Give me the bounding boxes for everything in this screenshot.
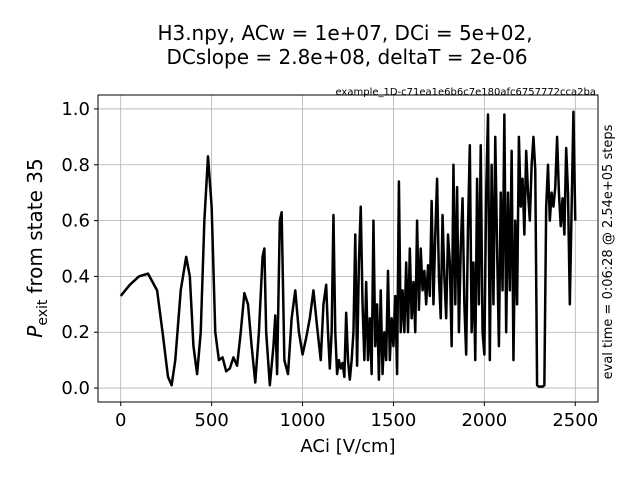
x-tick-label: 2000 (461, 410, 507, 431)
x-tick-label: 1500 (371, 410, 417, 431)
right-label: eval time = 0:06:28 @ 2.54e+05 steps (601, 124, 616, 379)
data-line (119, 110, 577, 388)
annotation: example_1D-c71ea1e6b6c7e180afc6757772cca… (335, 87, 596, 98)
x-tick-label: 1000 (280, 410, 326, 431)
y-axis-label: Pexit from state 35 (23, 158, 51, 337)
chart-title: DCslope = 2.8e+08, deltaT = 2e-06 (166, 45, 527, 69)
x-tick-label: 2500 (552, 410, 598, 431)
x-axis-label: ACi [V/cm] (300, 436, 395, 457)
y-label-symbol: P (23, 325, 47, 338)
y-label-text: from state 35 (23, 158, 47, 293)
y-tick-label: 0.6 (61, 211, 90, 232)
y-tick-label: 0.0 (61, 378, 90, 399)
y-tick-label: 0.8 (61, 155, 90, 176)
y-tick-label: 1.0 (61, 99, 90, 120)
y-tick-label: 0.4 (61, 266, 90, 287)
plot-frame (97, 94, 599, 403)
x-tick-label: 500 (194, 410, 228, 431)
x-tick-label: 0 (115, 410, 126, 431)
y-tick-label: 0.2 (61, 322, 90, 343)
chart-title: H3.npy, ACw = 1e+07, DCi = 5e+02, (157, 21, 532, 45)
y-label-subscript: exit (35, 299, 51, 326)
